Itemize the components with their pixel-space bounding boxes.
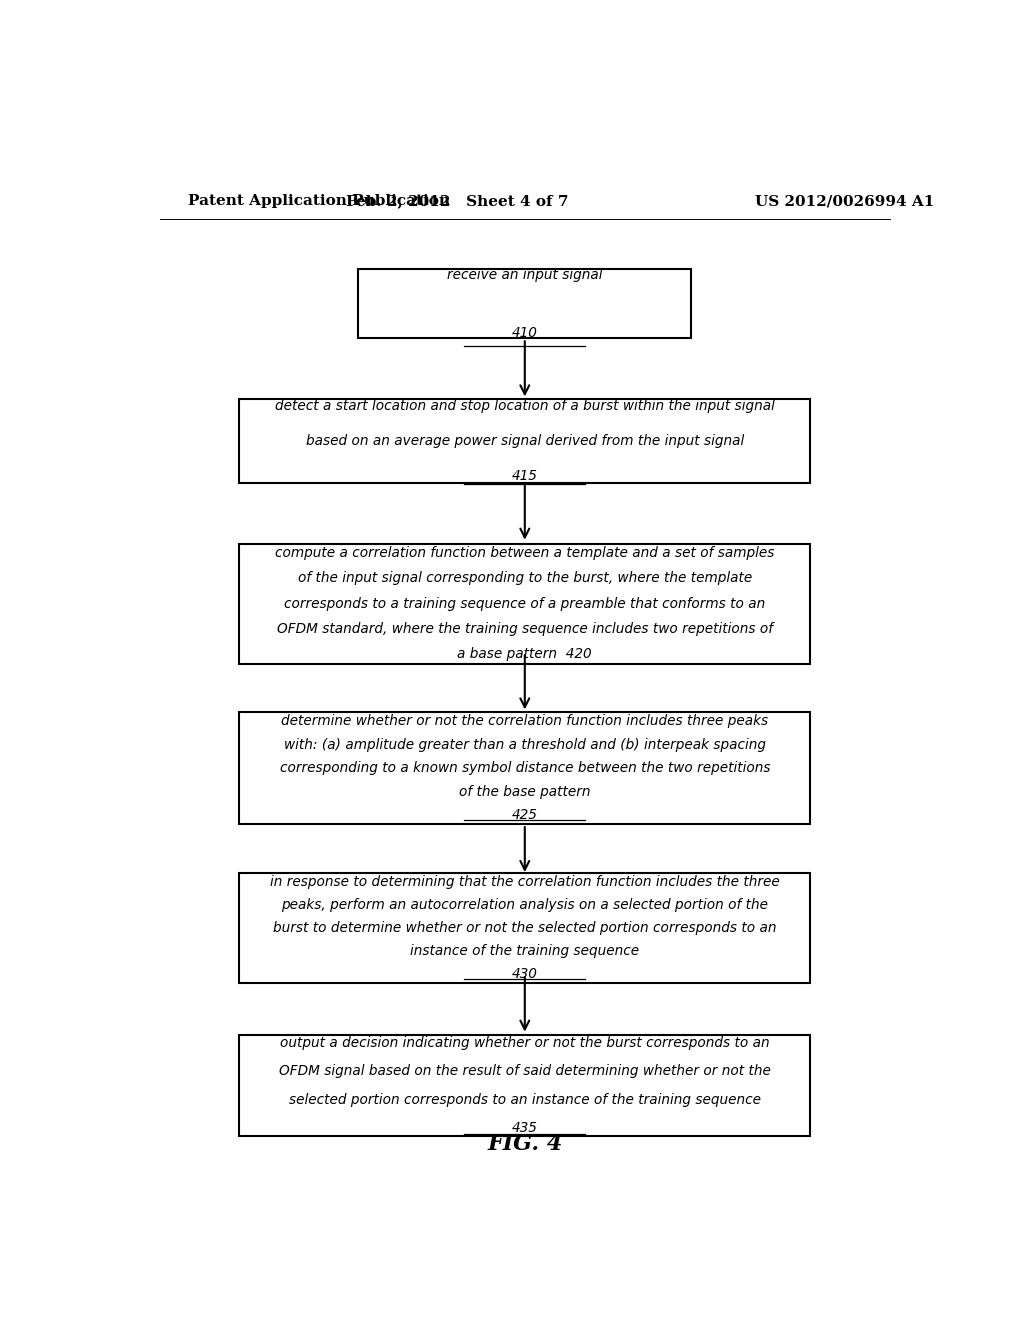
- Text: US 2012/0026994 A1: US 2012/0026994 A1: [755, 194, 934, 209]
- Text: determine whether or not the correlation function includes three peaks: determine whether or not the correlation…: [282, 714, 768, 729]
- Text: 410: 410: [512, 326, 538, 339]
- Text: of the base pattern: of the base pattern: [459, 784, 591, 799]
- Text: output a decision indicating whether or not the burst corresponds to an: output a decision indicating whether or …: [280, 1036, 770, 1049]
- Bar: [240, 1035, 811, 1137]
- Text: instance of the training sequence: instance of the training sequence: [411, 944, 639, 958]
- Text: peaks, perform an autocorrelation analysis on a selected portion of the: peaks, perform an autocorrelation analys…: [282, 898, 768, 912]
- Text: Feb. 2, 2012   Sheet 4 of 7: Feb. 2, 2012 Sheet 4 of 7: [346, 194, 568, 209]
- Text: in response to determining that the correlation function includes the three: in response to determining that the corr…: [270, 875, 779, 888]
- Text: Patent Application Publication: Patent Application Publication: [187, 194, 450, 209]
- Text: receive an input signal: receive an input signal: [447, 268, 602, 281]
- Bar: [240, 544, 811, 664]
- Text: based on an average power signal derived from the input signal: based on an average power signal derived…: [306, 434, 743, 447]
- Text: compute a correlation function between a template and a set of samples: compute a correlation function between a…: [275, 546, 774, 560]
- Bar: [240, 713, 811, 824]
- Text: 425: 425: [512, 808, 538, 822]
- Bar: [240, 873, 811, 982]
- Text: 435: 435: [512, 1121, 538, 1135]
- Text: burst to determine whether or not the selected portion corresponds to an: burst to determine whether or not the se…: [273, 921, 776, 935]
- Text: detect a start location and stop location of a burst within the input signal: detect a start location and stop locatio…: [274, 399, 775, 413]
- Text: 415: 415: [512, 469, 538, 483]
- Text: with: (a) amplitude greater than a threshold and (b) interpeak spacing: with: (a) amplitude greater than a thres…: [284, 738, 766, 752]
- Text: corresponds to a training sequence of a preamble that conforms to an: corresponds to a training sequence of a …: [285, 597, 765, 611]
- Text: FIG. 4: FIG. 4: [487, 1134, 562, 1155]
- Text: of the input signal corresponding to the burst, where the template: of the input signal corresponding to the…: [298, 572, 752, 585]
- Bar: [358, 269, 691, 338]
- Text: OFDM signal based on the result of said determining whether or not the: OFDM signal based on the result of said …: [279, 1064, 771, 1078]
- Bar: [240, 399, 811, 483]
- Text: OFDM standard, where the training sequence includes two repetitions of: OFDM standard, where the training sequen…: [276, 622, 773, 636]
- Text: corresponding to a known symbol distance between the two repetitions: corresponding to a known symbol distance…: [280, 762, 770, 775]
- Text: selected portion corresponds to an instance of the training sequence: selected portion corresponds to an insta…: [289, 1093, 761, 1106]
- Text: a base pattern  420: a base pattern 420: [458, 647, 592, 661]
- Text: 430: 430: [512, 968, 538, 981]
